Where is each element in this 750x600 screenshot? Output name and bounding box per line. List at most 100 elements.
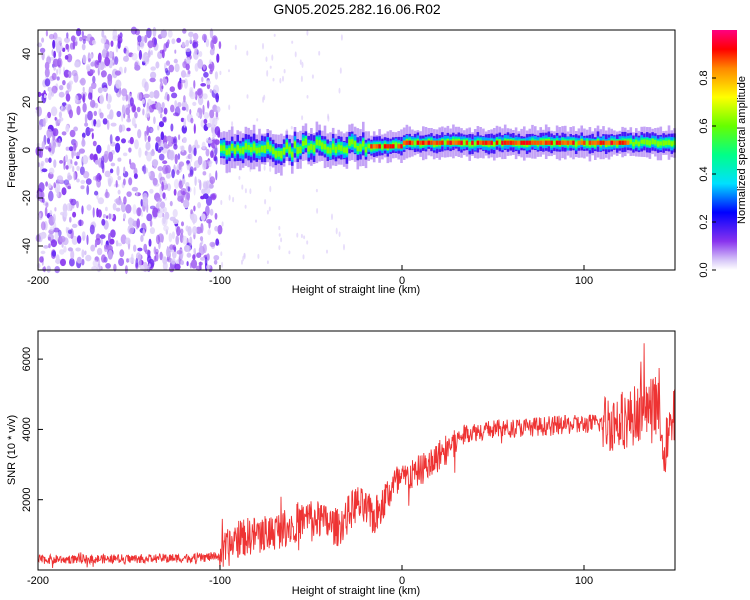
noise-blob	[107, 144, 111, 154]
noise-blob	[55, 42, 61, 53]
noise-blob	[162, 135, 168, 146]
noise-blob	[148, 263, 151, 268]
noise-blob	[187, 186, 191, 192]
noise-blob	[82, 95, 85, 102]
ridge-peak-cell	[383, 144, 387, 149]
noise-blob	[197, 202, 202, 209]
noise-blob	[186, 57, 191, 65]
noise-blob	[85, 126, 91, 137]
noise-blob	[106, 93, 112, 104]
noise-blob	[82, 86, 85, 93]
noise-blob	[200, 257, 206, 261]
speckle-blob	[288, 250, 291, 255]
noise-blob	[203, 112, 210, 119]
noise-blob	[95, 233, 101, 241]
noise-blob	[48, 190, 54, 202]
ridge-peak-cell	[490, 140, 493, 145]
noise-blob	[56, 68, 59, 76]
noise-blob	[123, 55, 129, 62]
ridge-peak-cell	[370, 144, 373, 149]
noise-blob	[96, 144, 102, 154]
speckle-blob	[256, 118, 259, 122]
noise-blob	[125, 107, 131, 116]
noise-blob	[162, 116, 167, 123]
noise-blob	[118, 257, 125, 267]
noise-blob	[94, 241, 97, 248]
noise-blob	[211, 123, 215, 128]
noise-blob	[203, 181, 209, 191]
noise-blob	[192, 101, 197, 106]
speckle-blob	[294, 51, 297, 58]
speckle-blob	[315, 188, 318, 193]
noise-blob	[41, 140, 45, 150]
noise-blob	[40, 221, 46, 231]
ridge-peak-cell	[512, 140, 515, 145]
noise-blob	[153, 116, 156, 125]
noise-blob	[142, 228, 146, 237]
ridge-cell	[239, 148, 242, 154]
noise-blob	[48, 157, 52, 163]
noise-blob	[116, 165, 120, 177]
noise-blob	[201, 141, 206, 150]
noise-blob	[73, 171, 76, 181]
colorbar-tick-label: 0.2	[698, 214, 710, 229]
noise-blob	[181, 41, 185, 48]
noise-blob	[216, 53, 220, 63]
noise-blob	[72, 40, 76, 50]
noise-blob	[197, 144, 200, 149]
ridge-cell	[394, 142, 398, 148]
noise-blob	[185, 39, 190, 47]
noise-blob	[47, 137, 50, 145]
ridge-peak-cell	[495, 140, 499, 145]
noise-blob	[210, 150, 214, 158]
noise-blob	[208, 183, 214, 189]
noise-blob	[84, 113, 88, 124]
noise-blob	[55, 254, 60, 265]
noise-blob	[85, 37, 91, 42]
ridge-cell	[296, 147, 299, 154]
noise-blob	[180, 228, 184, 235]
ridge-peak-cell	[536, 140, 540, 145]
noise-blob	[191, 213, 198, 224]
noise-blob	[81, 205, 84, 215]
noise-blob	[167, 30, 173, 38]
noise-blob	[38, 182, 45, 193]
noise-blob	[173, 58, 178, 64]
speckle-blob	[340, 34, 343, 41]
ridge-peak-cell	[626, 140, 630, 145]
ridge-cell	[359, 144, 362, 152]
noise-blob	[197, 155, 203, 166]
noise-blob	[70, 159, 73, 164]
speckle-blob	[327, 113, 330, 120]
ridge-cell	[342, 147, 346, 153]
noise-blob	[64, 37, 70, 43]
noise-blob	[122, 152, 128, 157]
noise-blob	[107, 73, 113, 82]
noise-blob	[65, 154, 68, 163]
noise-blob	[209, 241, 216, 248]
noise-blob	[129, 97, 134, 107]
ridge-peak-cell	[520, 140, 523, 145]
noise-blob	[54, 116, 57, 121]
noise-blob	[140, 234, 144, 243]
speckle-blob	[291, 40, 294, 44]
noise-blob	[55, 138, 60, 143]
noise-blob	[193, 147, 197, 157]
ridge-peak-cell	[547, 140, 551, 145]
noise-blob	[115, 207, 121, 212]
noise-blob	[182, 28, 187, 34]
noise-blob	[140, 211, 144, 217]
noise-blob	[136, 207, 142, 217]
noise-blob	[206, 219, 213, 224]
ridge-cell	[670, 141, 674, 147]
ridge-cell	[667, 140, 671, 145]
speckle-blob	[278, 225, 281, 231]
noise-blob	[152, 207, 159, 218]
ridge-peak-cell	[591, 140, 594, 145]
noise-blob	[63, 210, 68, 218]
noise-blob	[101, 218, 106, 226]
speckle-blob	[264, 199, 267, 205]
noise-blob	[89, 153, 94, 160]
